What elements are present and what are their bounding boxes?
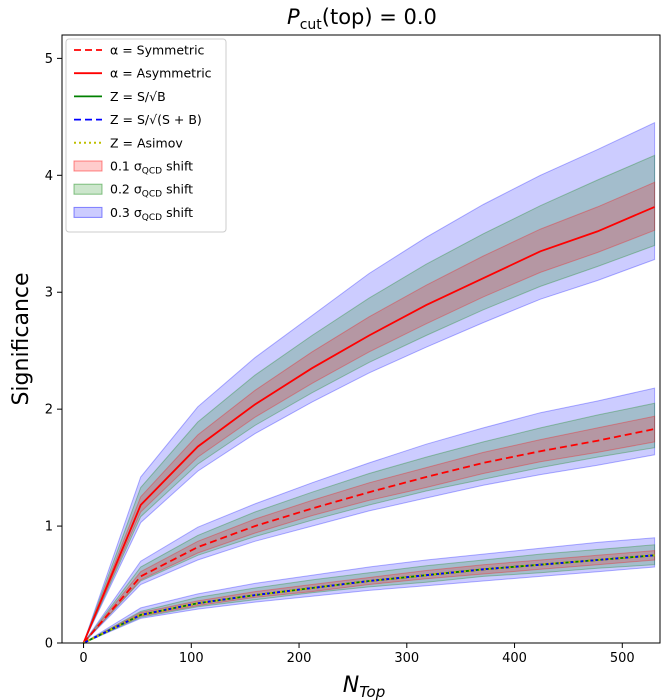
legend-item-asymmetric: α = Asymmetric: [74, 66, 212, 81]
y-tick-label: 5: [45, 52, 53, 67]
band-0-2-qcd-shift-1: [83, 402, 656, 644]
legend-swatch: [73, 160, 103, 172]
legend: α = Symmetric α = Asymmetric Z = S/√B Z = S…: [65, 38, 227, 233]
legend-item-z-s-b: Z = S/√B: [74, 89, 166, 104]
legend-label: α = Asymmetric: [110, 66, 212, 81]
series-line-z-asimov: [83, 554, 655, 644]
legend-item-0-1-qcd-shift: 0.1 σQCD shift: [73, 159, 193, 177]
series-line-symmetric: [82, 428, 655, 644]
legend-label: 0.3 σQCD shift: [110, 205, 193, 223]
chart-title-sub: cut: [300, 17, 323, 33]
legend-label: α = Symmetric: [110, 43, 205, 58]
band-0-2-qcd-shift-0: [83, 154, 656, 644]
chart-title: Pcut(top) = 0.0: [287, 5, 437, 33]
legend-item-z-asimov: Z = Asimov: [74, 135, 183, 150]
x-tick-label: 200: [287, 651, 312, 666]
legend-item-0-2-qcd-shift: 0.2 σQCD shift: [73, 182, 193, 200]
ticks-layer: 0 100 200 300 400 500 0 1 2 3 4 5: [45, 52, 635, 666]
legend-swatch: [73, 183, 103, 195]
y-tick-label: 1: [45, 520, 53, 535]
lines-layer: [82, 206, 655, 644]
y-tick-label: 4: [45, 169, 53, 184]
x-axis-label-sub: Top: [359, 683, 385, 700]
y-tick-label: 3: [45, 286, 53, 301]
band-0-2-qcd-shift-2: [83, 544, 656, 644]
band-0-1-qcd-shift-1: [83, 415, 656, 644]
legend-label: 0.1 σQCD shift: [110, 159, 193, 177]
y-tick-label: 2: [45, 403, 53, 418]
band-0-1-qcd-shift-0: [83, 181, 656, 644]
legend-swatch: [73, 206, 103, 218]
legend-label: Z = S/√B: [110, 89, 166, 104]
legend-item-symmetric: α = Symmetric: [74, 43, 205, 58]
y-axis-label: Significance: [9, 272, 34, 405]
chart-title-rest: (top) = 0.0: [322, 5, 437, 29]
legend-box: [65, 38, 227, 233]
legend-item-0-3-qcd-shift: 0.3 σQCD shift: [73, 205, 193, 223]
x-tick-label: 400: [502, 651, 527, 666]
legend-label: 0.2 σQCD shift: [110, 182, 193, 200]
band-0-3-qcd-shift-0: [83, 121, 656, 644]
y-tick-label: 0: [45, 637, 53, 652]
band-0-3-qcd-shift-2: [83, 537, 656, 644]
band-0-3-qcd-shift-1: [83, 387, 656, 644]
series-line-asymmetric: [82, 206, 655, 644]
legend-items: α = Symmetric α = Asymmetric Z = S/√B Z = S…: [73, 43, 212, 223]
x-axis-label-main: N: [343, 673, 359, 698]
x-tick-label: 500: [610, 651, 635, 666]
x-axis-label: NTop: [343, 673, 385, 700]
x-tick-label: 100: [179, 651, 204, 666]
x-tick-label: 300: [394, 651, 419, 666]
chart-title-main: P: [287, 5, 300, 29]
legend-label: Z = Asimov: [110, 135, 183, 150]
legend-label: Z = S/√(S + B): [110, 112, 202, 127]
x-tick-label: 0: [79, 651, 87, 666]
legend-item-z-s-s-b: Z = S/√(S + B): [74, 112, 202, 127]
plot-frame: [61, 34, 661, 644]
